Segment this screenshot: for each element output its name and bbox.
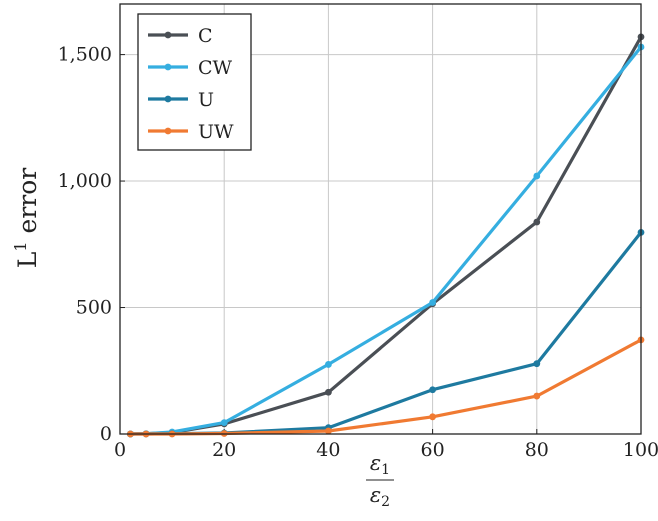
- x-tick-label: 100: [623, 439, 658, 461]
- x-axis-label: ε1 ε2: [366, 451, 394, 510]
- data-point-cw: [533, 172, 541, 180]
- data-point-uw: [429, 413, 436, 421]
- legend: C CW U UW: [137, 13, 252, 151]
- data-point-c: [325, 388, 332, 396]
- data-point-uw: [533, 392, 541, 400]
- x-tick-label: 40: [316, 439, 340, 461]
- tick-labels: 0 20 40 60 80 100 0 500 1,000 1,500: [58, 44, 658, 461]
- data-point-cw: [220, 419, 228, 427]
- data-point-u: [429, 386, 436, 394]
- plot-frame: [119, 3, 642, 435]
- x-axis-label-denominator: ε2: [370, 483, 390, 510]
- data-point-u: [533, 360, 541, 368]
- y-axis-label-rest: error: [13, 168, 42, 242]
- x-tick-label: 60: [421, 439, 445, 461]
- y-axis-label: L1 error: [11, 168, 42, 268]
- legend-marker-uw: [164, 127, 172, 135]
- legend-marker-u: [164, 95, 172, 103]
- y-tick-label: 0: [100, 423, 112, 445]
- data-point-uw: [325, 427, 332, 435]
- legend-label-uw: UW: [198, 121, 234, 143]
- data-point-c: [533, 218, 541, 226]
- y-axis-label-sup: 1: [11, 241, 30, 251]
- legend-label-c: C: [198, 25, 213, 47]
- legend-label-cw: CW: [198, 57, 233, 79]
- x-tick-label: 0: [114, 439, 126, 461]
- data-point-cw: [325, 361, 332, 368]
- legend-marker-c: [164, 31, 172, 39]
- y-axis-label-base: L: [13, 252, 42, 269]
- x-axis-label-numerator: ε1: [370, 451, 390, 478]
- y-tick-label: 1,000: [58, 170, 112, 192]
- legend-marker-cw: [164, 63, 172, 71]
- legend-box: [137, 13, 252, 151]
- data-point-cw: [429, 299, 436, 306]
- y-tick-label: 1,500: [58, 44, 112, 66]
- y-tick-label: 500: [76, 297, 112, 319]
- x-tick-label: 20: [212, 439, 236, 461]
- x-tick-label: 80: [525, 439, 549, 461]
- legend-label-u: U: [198, 89, 214, 111]
